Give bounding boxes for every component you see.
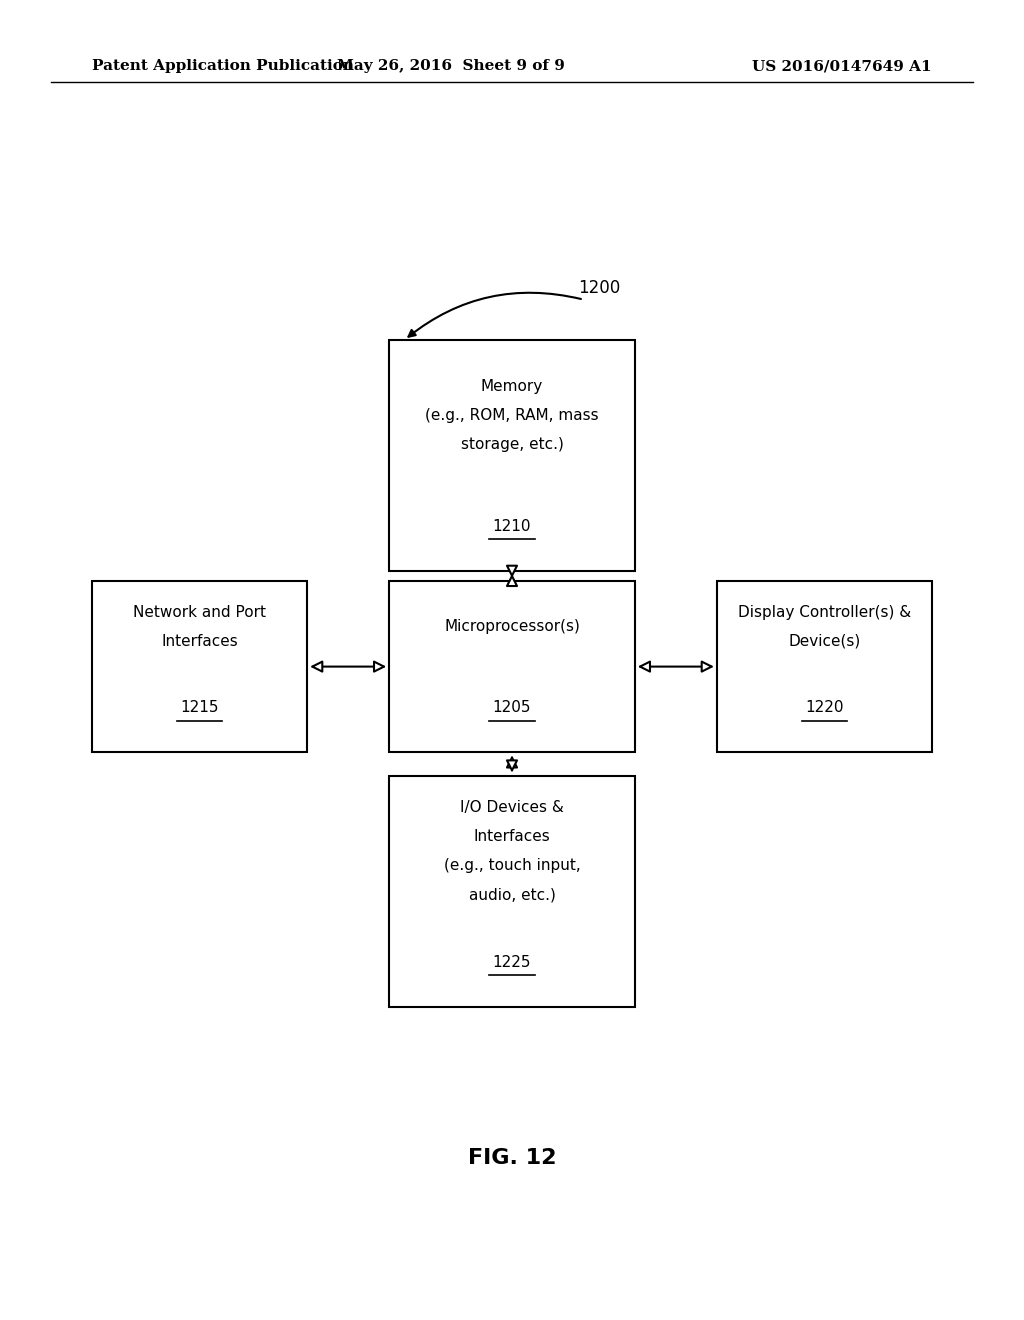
Text: 1205: 1205 bbox=[493, 701, 531, 715]
Text: Memory: Memory bbox=[481, 379, 543, 393]
Text: Interfaces: Interfaces bbox=[474, 829, 550, 843]
Text: (e.g., ROM, RAM, mass: (e.g., ROM, RAM, mass bbox=[425, 408, 599, 422]
Text: Patent Application Publication: Patent Application Publication bbox=[92, 59, 354, 74]
FancyBboxPatch shape bbox=[717, 581, 932, 752]
FancyBboxPatch shape bbox=[389, 341, 635, 570]
Text: audio, etc.): audio, etc.) bbox=[469, 887, 555, 902]
Text: May 26, 2016  Sheet 9 of 9: May 26, 2016 Sheet 9 of 9 bbox=[337, 59, 564, 74]
FancyBboxPatch shape bbox=[389, 581, 635, 752]
Text: I/O Devices &: I/O Devices & bbox=[460, 800, 564, 814]
Text: 1215: 1215 bbox=[180, 701, 219, 715]
FancyBboxPatch shape bbox=[92, 581, 307, 752]
Text: US 2016/0147649 A1: US 2016/0147649 A1 bbox=[753, 59, 932, 74]
Text: Microprocessor(s): Microprocessor(s) bbox=[444, 619, 580, 634]
FancyBboxPatch shape bbox=[389, 776, 635, 1006]
Text: storage, etc.): storage, etc.) bbox=[461, 437, 563, 451]
Text: 1225: 1225 bbox=[493, 954, 531, 969]
Text: (e.g., touch input,: (e.g., touch input, bbox=[443, 858, 581, 873]
Text: Display Controller(s) &: Display Controller(s) & bbox=[737, 605, 911, 619]
Text: 1210: 1210 bbox=[493, 519, 531, 533]
Text: FIG. 12: FIG. 12 bbox=[468, 1148, 556, 1168]
Text: Interfaces: Interfaces bbox=[162, 634, 238, 648]
Text: Network and Port: Network and Port bbox=[133, 605, 266, 619]
Text: Device(s): Device(s) bbox=[788, 634, 860, 648]
Text: 1220: 1220 bbox=[805, 701, 844, 715]
Text: 1200: 1200 bbox=[579, 279, 621, 297]
